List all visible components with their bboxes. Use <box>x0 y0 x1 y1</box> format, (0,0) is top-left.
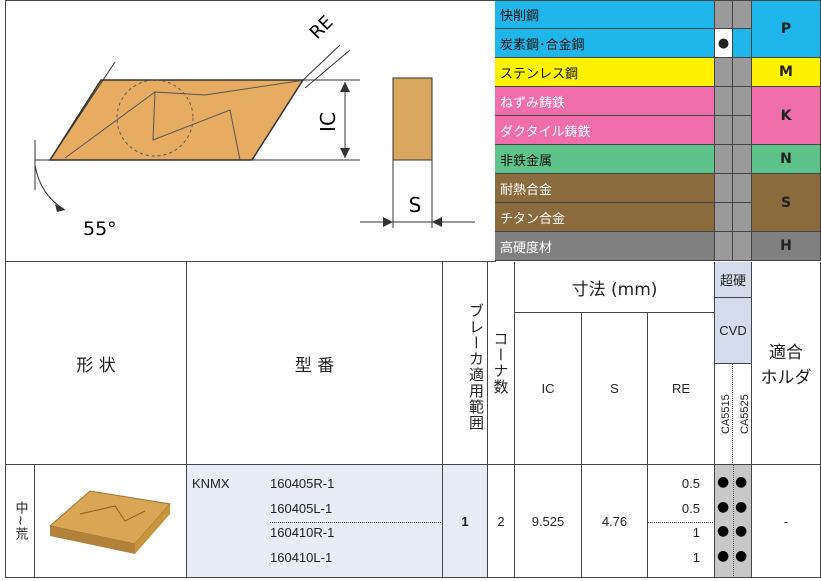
header-corners: コーナ数 <box>488 262 515 465</box>
holder: - <box>752 465 821 578</box>
material-name: 快削鋼 <box>495 0 715 29</box>
grade-cell <box>715 58 733 87</box>
re-cell <box>648 465 715 578</box>
grade-cell <box>715 174 733 203</box>
grade-mark: ● <box>735 547 748 564</box>
grade-cell <box>715 203 733 232</box>
material-name: 炭素鋼･合金鋼 <box>495 29 715 58</box>
grade-mark: ● <box>735 474 748 490</box>
grade-cell <box>733 58 752 87</box>
grade-cell: ● <box>715 29 733 58</box>
grade-cell <box>715 0 733 29</box>
grade-mark: ● <box>717 474 730 490</box>
re-value: 0.5 <box>681 476 700 491</box>
usage: 中~荒 <box>5 465 35 578</box>
ic: 9.525 <box>515 465 582 578</box>
material-group: H <box>752 232 821 261</box>
header-model: 型 番 <box>187 262 443 465</box>
model-number: 160405R-1 <box>270 476 335 491</box>
model-number: 160410L-1 <box>270 549 333 565</box>
grade-cell <box>715 116 733 145</box>
grade-mark: ● <box>717 523 730 539</box>
grade-mark: ● <box>717 547 730 564</box>
divider <box>648 522 715 523</box>
grade-mark: ● <box>735 523 748 539</box>
material-group: P <box>752 0 821 58</box>
material-name: ねずみ鋳鉄 <box>495 87 715 116</box>
model-number: 160405L-1 <box>270 500 333 516</box>
model-number: 160410R-1 <box>270 525 335 540</box>
series: KNMX <box>192 476 230 491</box>
grade-cell <box>733 174 752 203</box>
grade-cell <box>733 232 752 261</box>
material-group: K <box>752 87 821 145</box>
holder-line: 適合 <box>769 343 803 363</box>
grade-cell <box>733 87 752 116</box>
grade-cell <box>733 145 752 174</box>
ic-label: IC <box>316 112 340 132</box>
header-shape: 形 状 <box>5 262 187 465</box>
grade-cell <box>715 87 733 116</box>
header-dimensions: 寸法 (mm) <box>515 262 715 313</box>
thickness: 4.76 <box>582 465 648 578</box>
angle-label: 55° <box>83 218 117 240</box>
material-name: チタン合金 <box>495 203 715 232</box>
divider <box>733 465 734 578</box>
material-group: N <box>752 145 821 174</box>
header-ic: IC <box>515 313 582 465</box>
material-name: ダクタイル鋳鉄 <box>495 116 715 145</box>
header-breaker: ブレーカ適用範囲 <box>443 262 488 465</box>
material-name: 高硬度材 <box>495 232 715 261</box>
breaker: 1 <box>443 465 488 578</box>
header-holder: 適合 ホルダ <box>752 262 821 465</box>
header-grade: CA5515 <box>715 364 733 465</box>
grade-cell <box>733 116 752 145</box>
grade-cell <box>715 232 733 261</box>
header-cvd: CVD <box>715 298 752 364</box>
divider <box>270 522 443 523</box>
re-label: RE <box>306 12 338 44</box>
grade-cell <box>733 0 752 29</box>
insert-photo <box>48 490 171 554</box>
material-name: 非鉄金属 <box>495 145 715 174</box>
re-value: 1 <box>692 525 700 540</box>
material-name: 耐熱合金 <box>495 174 715 203</box>
grade-cell <box>733 203 752 232</box>
holder-line: ホルダ <box>760 368 812 388</box>
grade-cell <box>715 145 733 174</box>
grade-cell <box>733 29 752 58</box>
insert-diagram: RE IC S 55° <box>34 12 475 240</box>
grade-mark: ● <box>717 498 730 515</box>
header-re: RE <box>648 313 715 465</box>
grade-mark: ● <box>735 498 748 515</box>
material-group: S <box>752 174 821 232</box>
header-carbide: 超硬 <box>715 262 752 298</box>
header-s: S <box>582 313 648 465</box>
s-label: S <box>409 193 422 217</box>
re-value: 0.5 <box>681 500 700 516</box>
corners: 2 <box>488 465 515 578</box>
header-grade: CA5525 <box>733 364 752 465</box>
re-value: 1 <box>692 549 700 565</box>
material-name: ステンレス鋼 <box>495 58 715 87</box>
model-cell <box>187 465 443 578</box>
shape-image <box>35 465 187 578</box>
material-group: M <box>752 58 821 87</box>
